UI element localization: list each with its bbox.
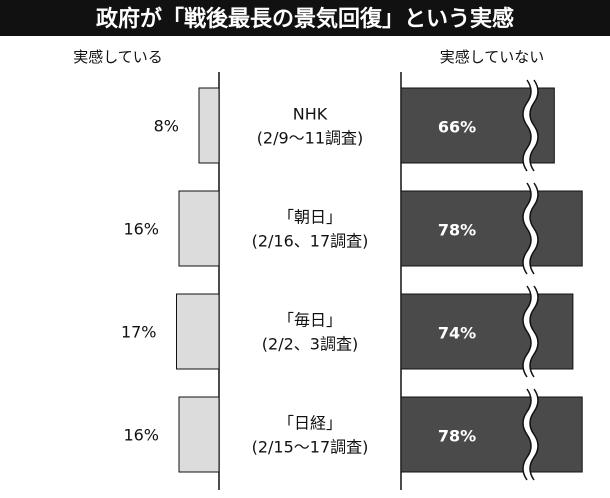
axis-break-gap: [523, 286, 538, 377]
survey-period: (2/2、3調査): [262, 335, 358, 354]
axis-break-line: [529, 388, 539, 481]
left-header: 実感している: [73, 48, 163, 66]
chart-title: 政府が「戦後最長の景気回復」という実感: [96, 6, 514, 32]
axis-break-line: [529, 79, 539, 172]
right-header: 実感していない: [440, 48, 545, 66]
survey-period: (2/16、17調査): [252, 232, 369, 251]
yes-bar: [178, 190, 220, 267]
axis-break-line: [522, 285, 532, 378]
title-banner: [0, 0, 610, 36]
axis-break-line: [529, 182, 539, 275]
yes-bar: [198, 87, 220, 164]
yes-value-label: 16%: [123, 426, 159, 445]
yes-value-label: 16%: [123, 220, 159, 239]
axis-break-line: [522, 79, 532, 172]
no-value-label: 78%: [438, 221, 476, 240]
axis-break-line: [522, 388, 532, 481]
no-value-label: 74%: [438, 324, 476, 343]
survey-period: (2/9～11調査): [257, 129, 364, 148]
survey-name: 「日経」: [278, 414, 342, 433]
yes-bar: [178, 396, 220, 473]
axis-break-gap: [523, 389, 538, 480]
no-bar: [400, 190, 583, 267]
survey-name: 「朝日」: [278, 208, 342, 227]
survey-period: (2/15～17調査): [252, 438, 369, 457]
yes-bar: [176, 293, 220, 370]
axis-break-line: [522, 182, 532, 275]
yes-value-label: 8%: [154, 117, 179, 136]
survey-name: NHK: [293, 105, 328, 124]
survey-name: 「毎日」: [278, 311, 342, 330]
no-bar: [400, 396, 583, 473]
yes-value-label: 17%: [121, 323, 157, 342]
axis-break-gap: [523, 80, 538, 171]
axis-break-line: [529, 285, 539, 378]
axis-break-gap: [523, 183, 538, 274]
no-value-label: 66%: [438, 118, 476, 137]
no-value-label: 78%: [438, 427, 476, 446]
no-bar: [400, 293, 574, 370]
